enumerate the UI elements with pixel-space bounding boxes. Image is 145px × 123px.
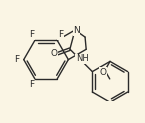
Text: O: O	[100, 68, 107, 77]
Text: N: N	[73, 26, 80, 35]
Text: NH: NH	[76, 54, 89, 63]
Text: F: F	[14, 55, 20, 64]
Text: F: F	[29, 80, 34, 89]
Text: O: O	[50, 49, 57, 58]
Text: F: F	[29, 30, 34, 39]
Text: F: F	[58, 30, 63, 39]
